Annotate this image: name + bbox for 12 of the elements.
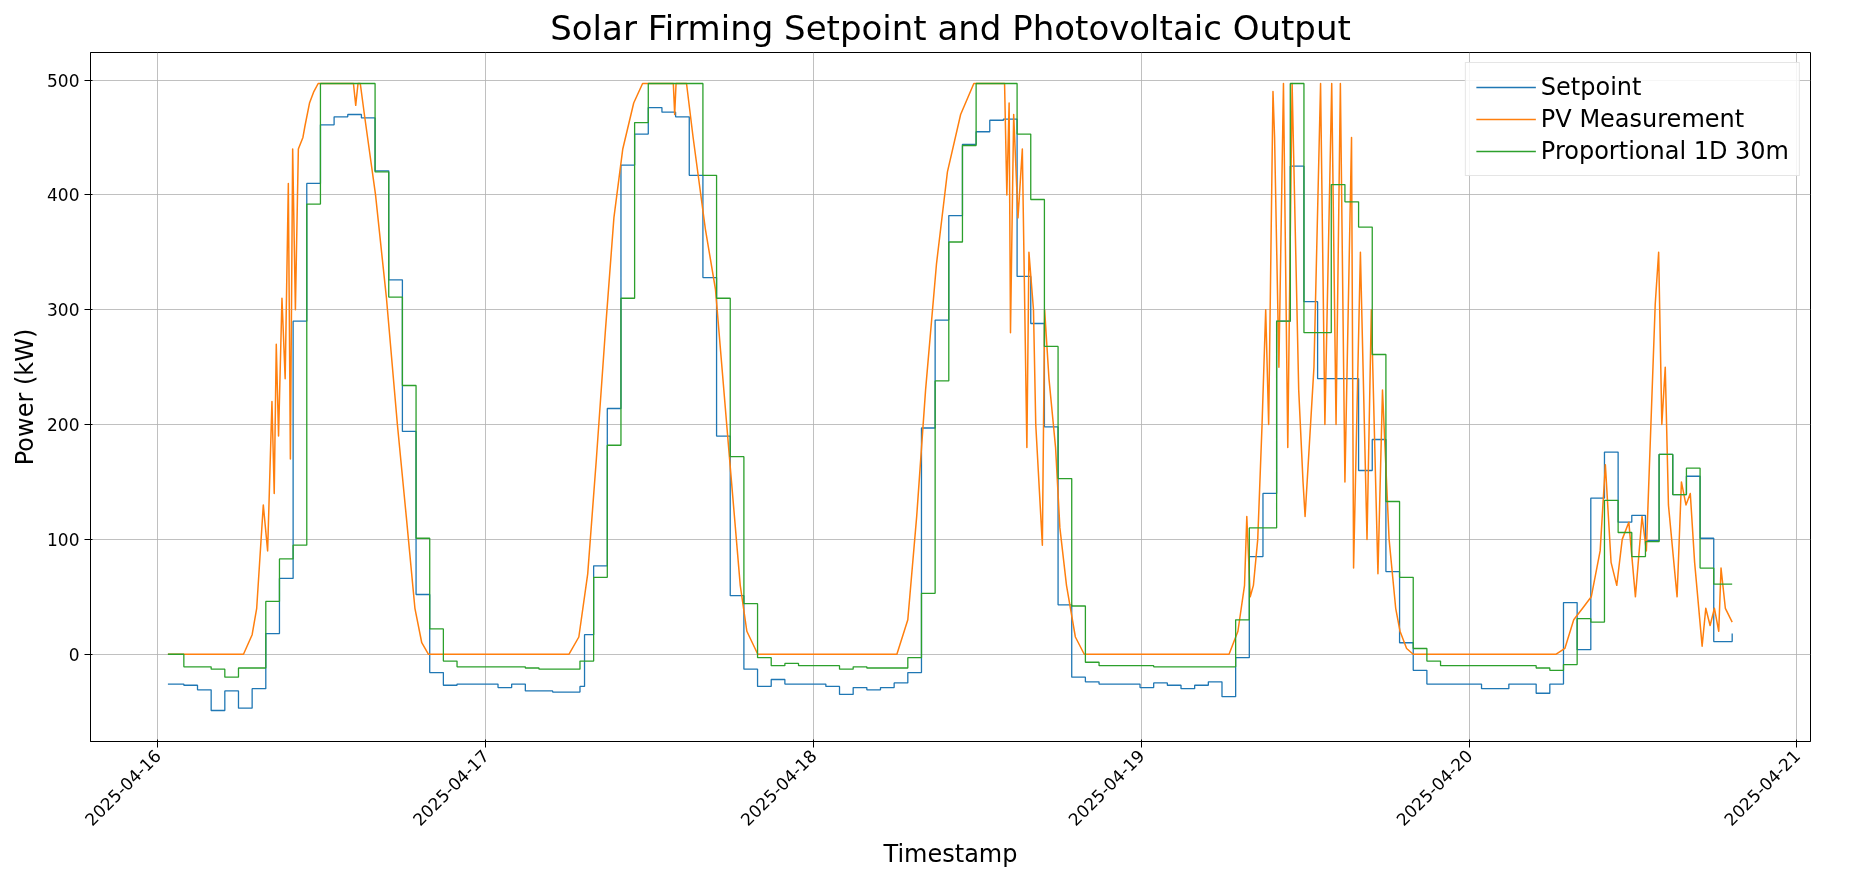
y-tick-label: 100 <box>47 529 80 550</box>
chart-title: Solar Firming Setpoint and Photovoltaic Output <box>550 7 1351 48</box>
y-tick-label: 500 <box>47 70 80 91</box>
x-axis-title: Timestamp <box>882 839 1018 868</box>
legend-label: PV Measurement <box>1540 105 1745 133</box>
y-tick-label: 400 <box>47 185 80 206</box>
y-tick-label: 200 <box>47 415 80 436</box>
legend-label: Setpoint <box>1540 73 1642 101</box>
y-axis-title: Power (kW) <box>11 328 40 466</box>
y-tick-label: 0 <box>68 644 80 665</box>
legend-label: Proportional 1D 30m <box>1540 137 1789 165</box>
y-tick-label: 300 <box>47 300 80 321</box>
